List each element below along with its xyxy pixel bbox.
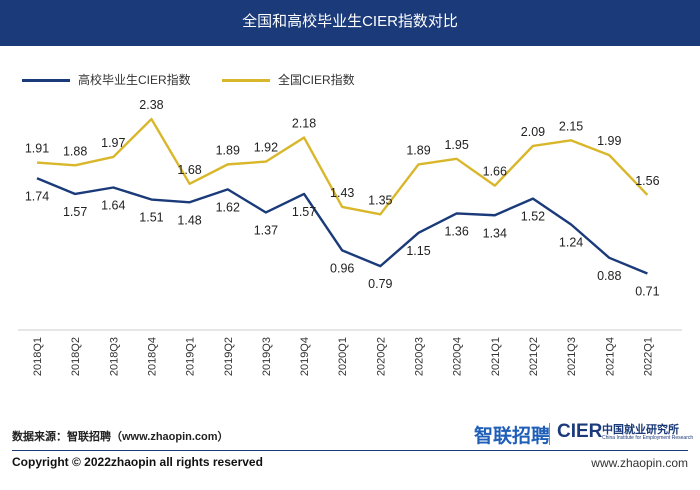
- x-tick-label: 2018Q4: [146, 337, 158, 376]
- data-label-graduates: 1.36: [444, 224, 468, 238]
- x-tick-label: 2021Q3: [566, 337, 578, 376]
- data-label-national: 1.66: [483, 165, 507, 179]
- x-tick-label: 2020Q2: [375, 337, 387, 376]
- footer-divider: [12, 450, 688, 451]
- logo-divider: [549, 423, 550, 445]
- data-label-graduates: 1.48: [177, 213, 201, 227]
- x-tick-label: 2019Q3: [261, 337, 273, 376]
- data-label-national: 1.95: [444, 138, 468, 152]
- x-tick-label: 2018Q2: [70, 337, 82, 376]
- x-tick-label: 2021Q4: [604, 337, 616, 376]
- data-label-graduates: 0.71: [635, 285, 659, 299]
- data-label-graduates: 1.74: [25, 189, 49, 203]
- data-label-national: 1.89: [406, 143, 430, 157]
- data-label-graduates: 0.79: [368, 277, 392, 291]
- x-tick-label: 2019Q2: [223, 337, 235, 376]
- series-line-national: [36, 117, 649, 216]
- site-url: www.zhaopin.com: [591, 456, 688, 470]
- data-label-national: 1.97: [101, 136, 125, 150]
- cier-logo: CIER: [557, 421, 603, 442]
- data-label-graduates: 1.57: [292, 205, 316, 219]
- x-tick-label: 2020Q1: [337, 337, 349, 376]
- legend-label-graduates: 高校毕业生CIER指数: [78, 73, 191, 87]
- data-label-national: 2.38: [139, 98, 163, 112]
- data-label-national: 1.43: [330, 186, 354, 200]
- x-tick-label: 2021Q1: [490, 337, 502, 376]
- legend-swatch-graduates: [22, 79, 70, 82]
- data-label-national: 2.15: [559, 119, 583, 133]
- x-tick-label: 2020Q3: [414, 337, 426, 376]
- legend-label-national: 全国CIER指数: [278, 73, 355, 87]
- series-line-graduates: [36, 177, 648, 275]
- x-tick-label: 2022Q1: [642, 337, 654, 376]
- data-label-graduates: 1.57: [63, 205, 87, 219]
- data-label-national: 1.92: [254, 141, 278, 155]
- cier-logo-en: China Institute for Employment Research: [602, 435, 694, 441]
- data-label-national: 1.89: [216, 143, 240, 157]
- data-label-national: 1.56: [635, 174, 659, 188]
- copyright-text: Copyright © 2022zhaopin all rights reser…: [12, 455, 263, 469]
- x-tick-label: 2020Q4: [452, 337, 464, 376]
- data-label-graduates: 1.52: [521, 210, 545, 224]
- data-label-graduates: 1.51: [139, 211, 163, 225]
- zhilian-logo: 智联招聘: [474, 426, 551, 447]
- data-label-graduates: 1.15: [406, 244, 430, 258]
- x-tick-label: 2018Q1: [32, 337, 44, 376]
- data-label-national: 1.68: [177, 163, 201, 177]
- title-bar: 全国和高校毕业生CIER指数对比: [0, 0, 700, 46]
- x-tick-label: 2018Q3: [108, 337, 120, 376]
- legend-swatch-national: [222, 79, 270, 82]
- data-label-national: 2.18: [292, 117, 316, 131]
- data-label-graduates: 1.34: [483, 226, 507, 240]
- x-tick-label: 2021Q2: [528, 337, 540, 376]
- data-label-graduates: 1.37: [254, 223, 278, 237]
- data-label-graduates: 0.88: [597, 269, 621, 283]
- chart-title: 全国和高校毕业生CIER指数对比: [242, 13, 458, 30]
- data-label-graduates: 0.96: [330, 261, 354, 275]
- x-tick-label: 2019Q4: [299, 337, 311, 376]
- data-label-national: 1.88: [63, 144, 87, 158]
- x-tick-label: 2019Q1: [185, 337, 197, 376]
- data-label-national: 2.09: [521, 125, 545, 139]
- data-label-national: 1.99: [597, 134, 621, 148]
- data-label-national: 1.35: [368, 193, 392, 207]
- cier-logo-cn: 中国就业研究所: [602, 424, 679, 436]
- data-label-graduates: 1.62: [216, 200, 240, 214]
- data-source: 数据来源：智联招聘（www.zhaopin.com）: [12, 431, 229, 443]
- data-label-graduates: 1.24: [559, 236, 583, 250]
- line-chart: 2018Q1 2018Q2 2018Q3 2018Q4 2019Q1 2019Q2 2019…: [18, 98, 682, 376]
- data-label-national: 1.91: [25, 142, 49, 156]
- data-label-graduates: 1.64: [101, 199, 125, 213]
